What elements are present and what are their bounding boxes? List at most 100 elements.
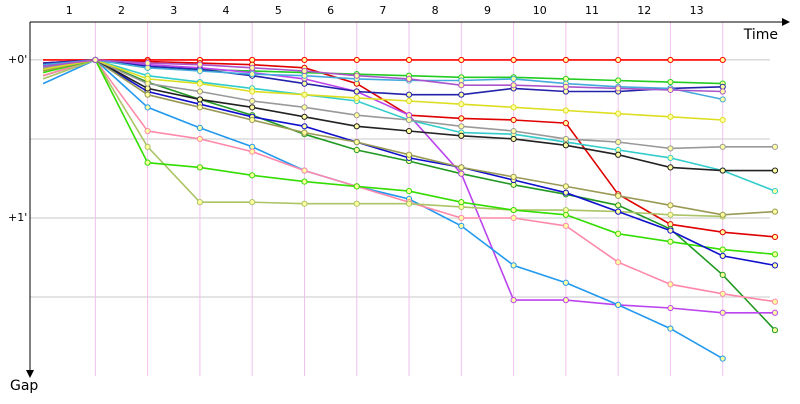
y-tick-label: +0'	[8, 53, 27, 66]
data-point	[667, 227, 674, 234]
data-point	[196, 199, 204, 206]
data-point	[249, 104, 256, 111]
data-point	[771, 251, 779, 258]
data-point	[458, 132, 465, 139]
x-tick-label: 13	[690, 4, 704, 17]
x-axis-title: Time	[743, 27, 778, 43]
data-point	[301, 67, 308, 75]
x-tick-label: 3	[170, 4, 177, 17]
data-point	[458, 199, 465, 206]
data-point	[719, 252, 726, 259]
data-point	[144, 75, 151, 82]
data-point	[771, 167, 779, 174]
data-point	[353, 123, 360, 130]
data-point	[615, 192, 622, 199]
x-tick-label: 5	[275, 4, 282, 17]
series-line	[43, 59, 723, 93]
data-point	[667, 86, 674, 94]
y-axis-title: Gap	[10, 378, 38, 394]
data-point	[771, 143, 779, 150]
data-point	[562, 222, 569, 229]
data-point	[615, 77, 622, 84]
x-tick-label: 11	[585, 4, 599, 17]
y-tick-label: +1'	[8, 211, 27, 224]
x-tick-label: 2	[118, 4, 125, 17]
data-point	[405, 97, 413, 105]
data-point	[771, 208, 779, 215]
data-point	[196, 135, 204, 143]
x-tick-label: 9	[484, 4, 491, 17]
x-tick-label: 12	[637, 4, 651, 17]
data-point	[562, 183, 569, 190]
data-point	[510, 214, 517, 222]
data-point	[458, 214, 465, 222]
data-point	[405, 127, 413, 135]
data-point	[562, 135, 569, 143]
series	[43, 56, 726, 95]
data-point	[562, 279, 569, 286]
data-point	[144, 91, 151, 98]
series	[42, 56, 726, 362]
data-point	[92, 56, 99, 64]
data-point	[667, 325, 674, 332]
data-point	[510, 75, 517, 82]
data-point	[249, 71, 256, 78]
data-point	[667, 78, 674, 86]
data-point	[249, 199, 256, 206]
x-tick-label: 10	[533, 4, 547, 17]
data-point	[667, 113, 674, 120]
data-point	[405, 187, 413, 195]
data-point	[615, 151, 622, 158]
data-point	[510, 82, 517, 89]
data-point	[615, 56, 622, 64]
data-point	[405, 200, 413, 207]
data-point	[667, 211, 674, 218]
data-point	[667, 154, 674, 162]
data-point	[301, 200, 308, 207]
data-point	[458, 222, 465, 229]
data-point	[301, 91, 308, 98]
data-point	[405, 116, 413, 124]
data-point	[301, 80, 308, 87]
data-point	[353, 146, 360, 154]
data-point	[719, 167, 726, 174]
x-tick-label: 1	[66, 4, 73, 17]
data-point	[144, 104, 151, 111]
data-point	[719, 246, 726, 253]
data-point	[510, 297, 517, 304]
data-point	[301, 104, 308, 111]
data-point	[301, 113, 308, 120]
data-point	[562, 211, 569, 218]
data-point	[196, 88, 204, 95]
data-point	[615, 139, 622, 146]
data-point	[249, 116, 256, 124]
data-point	[771, 187, 779, 195]
data-point	[249, 64, 256, 71]
data-point	[615, 259, 622, 266]
data-point	[719, 96, 726, 103]
data-point	[458, 115, 465, 122]
series-line	[43, 59, 723, 96]
x-tick-label: 7	[379, 4, 386, 17]
data-point	[615, 110, 622, 117]
data-point	[353, 72, 360, 79]
data-point	[719, 88, 726, 95]
data-point	[562, 56, 569, 64]
data-point	[615, 230, 622, 237]
data-point	[353, 112, 360, 119]
data-point	[719, 116, 726, 124]
data-point	[196, 96, 204, 103]
data-point	[405, 151, 413, 158]
data-point	[667, 304, 674, 312]
data-point	[719, 56, 726, 64]
data-point	[196, 67, 204, 75]
data-point	[249, 172, 256, 179]
data-point	[353, 200, 360, 207]
x-axis-arrow	[782, 18, 790, 26]
data-point	[667, 145, 674, 152]
series	[42, 56, 779, 258]
data-point	[719, 229, 726, 236]
series	[42, 56, 779, 152]
